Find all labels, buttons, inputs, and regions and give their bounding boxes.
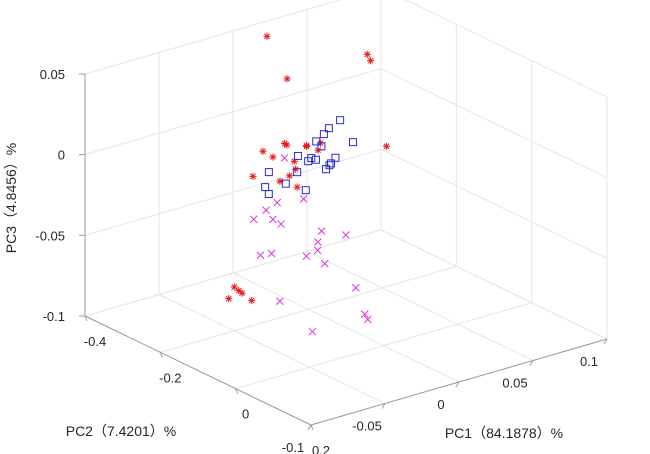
x-tick-label: -0.2 <box>159 370 181 385</box>
data-point-cross <box>249 215 258 224</box>
z-tick-label: 0.05 <box>40 67 65 82</box>
data-point-cross <box>360 310 369 319</box>
data-point-asterisk <box>367 56 375 65</box>
data-point-cross <box>320 259 329 268</box>
data-point-square <box>293 168 302 177</box>
data-point-cross <box>314 238 322 246</box>
tick-mark <box>235 388 239 394</box>
data-point-asterisk <box>235 286 243 295</box>
data-point-asterisk <box>286 172 294 180</box>
data-point-asterisk <box>283 141 291 149</box>
data-point-square <box>301 186 310 195</box>
data-point-asterisk <box>302 142 311 150</box>
tick-mark <box>84 315 88 322</box>
y-tick-label: -0.1 <box>282 440 304 454</box>
data-point-cross <box>280 154 289 162</box>
tick-mark <box>529 360 534 366</box>
data-point-asterisk <box>259 147 267 155</box>
y-tick-label: 0.05 <box>502 376 527 391</box>
x-axis-line <box>84 315 312 426</box>
grid-line <box>158 294 386 404</box>
data-point-square <box>319 130 328 139</box>
data-point-square <box>317 142 326 151</box>
data-point-square <box>307 154 316 163</box>
x-axis-label: PC1（84.1878）% <box>445 425 563 441</box>
data-point-square <box>311 155 320 164</box>
data-point-cross <box>302 252 311 261</box>
data-point-square <box>312 137 321 146</box>
data-point-square <box>327 159 336 168</box>
z-axis-label: PC3（4.8456）% <box>3 143 19 254</box>
data-point-cross <box>262 206 270 214</box>
data-points <box>225 32 391 336</box>
y-tick-label: 0 <box>437 397 444 412</box>
data-point-square <box>264 168 273 177</box>
data-point-asterisk <box>238 289 246 297</box>
data-point-cross <box>308 327 317 336</box>
grid-line <box>84 148 382 236</box>
z-tick-label: -0.1 <box>43 309 65 324</box>
data-point-asterisk <box>382 142 391 150</box>
data-point-square <box>325 161 334 170</box>
data-point-cross <box>273 198 282 207</box>
data-point-asterisk <box>283 75 291 83</box>
data-point-asterisk <box>225 295 233 303</box>
data-point-cross <box>351 283 360 292</box>
data-point-cross <box>277 220 285 228</box>
z-tick-label: -0.05 <box>35 228 65 243</box>
data-point-square <box>261 183 270 192</box>
data-point-cross <box>275 297 284 306</box>
data-point-cross <box>313 246 322 255</box>
grid-lines <box>84 0 608 426</box>
data-point-square <box>264 190 273 199</box>
grid-line <box>380 68 608 179</box>
data-point-cross <box>299 195 308 203</box>
data-point-asterisk <box>293 183 301 191</box>
y-tick-label: -0.05 <box>352 419 382 434</box>
grid-line <box>84 229 382 317</box>
grid-line <box>380 229 608 340</box>
tick-labels: -0.4 -0.2 0 0.2 -0.1 -0.05 0 0.05 0.1 -0.1 -0.05 0 0… <box>35 67 598 454</box>
data-point-cross <box>267 249 276 258</box>
grid-line <box>84 0 342 75</box>
z-tick-label: 0 <box>58 148 65 163</box>
data-point-cross <box>269 215 277 224</box>
data-point-cross <box>341 231 350 239</box>
data-point-cross <box>256 251 265 260</box>
tick-mark <box>310 424 314 431</box>
y-axis-label: PC2（7.4201）% <box>66 423 177 439</box>
data-point-asterisk <box>249 172 257 180</box>
data-point-square <box>324 124 333 133</box>
y-tick-label: 0.1 <box>580 354 598 369</box>
tick-mark <box>381 403 386 409</box>
grid-line <box>84 68 382 156</box>
data-point-square <box>348 138 357 147</box>
x-tick-label: 0 <box>242 407 249 422</box>
data-point-asterisk <box>248 296 256 305</box>
data-point-square <box>293 151 302 160</box>
x-tick-label: 0.2 <box>312 443 330 454</box>
tick-mark <box>455 381 460 388</box>
data-point-cross <box>317 227 326 235</box>
grid-line <box>404 0 608 98</box>
grid-line <box>306 251 534 361</box>
data-point-asterisk <box>269 153 277 161</box>
grid-line <box>232 272 460 383</box>
tick-mark <box>159 352 163 358</box>
tick-mark <box>307 424 312 431</box>
data-point-asterisk <box>230 283 238 291</box>
data-point-square <box>281 179 290 188</box>
data-point-cross <box>363 315 372 324</box>
data-point-square <box>336 116 345 125</box>
data-point-square <box>331 153 340 162</box>
axis-box <box>79 73 608 431</box>
grid-line <box>380 148 608 259</box>
x-tick-label: -0.4 <box>84 334 106 349</box>
data-point-asterisk <box>363 50 371 58</box>
data-point-asterisk <box>263 32 271 40</box>
tick-mark <box>603 338 608 345</box>
